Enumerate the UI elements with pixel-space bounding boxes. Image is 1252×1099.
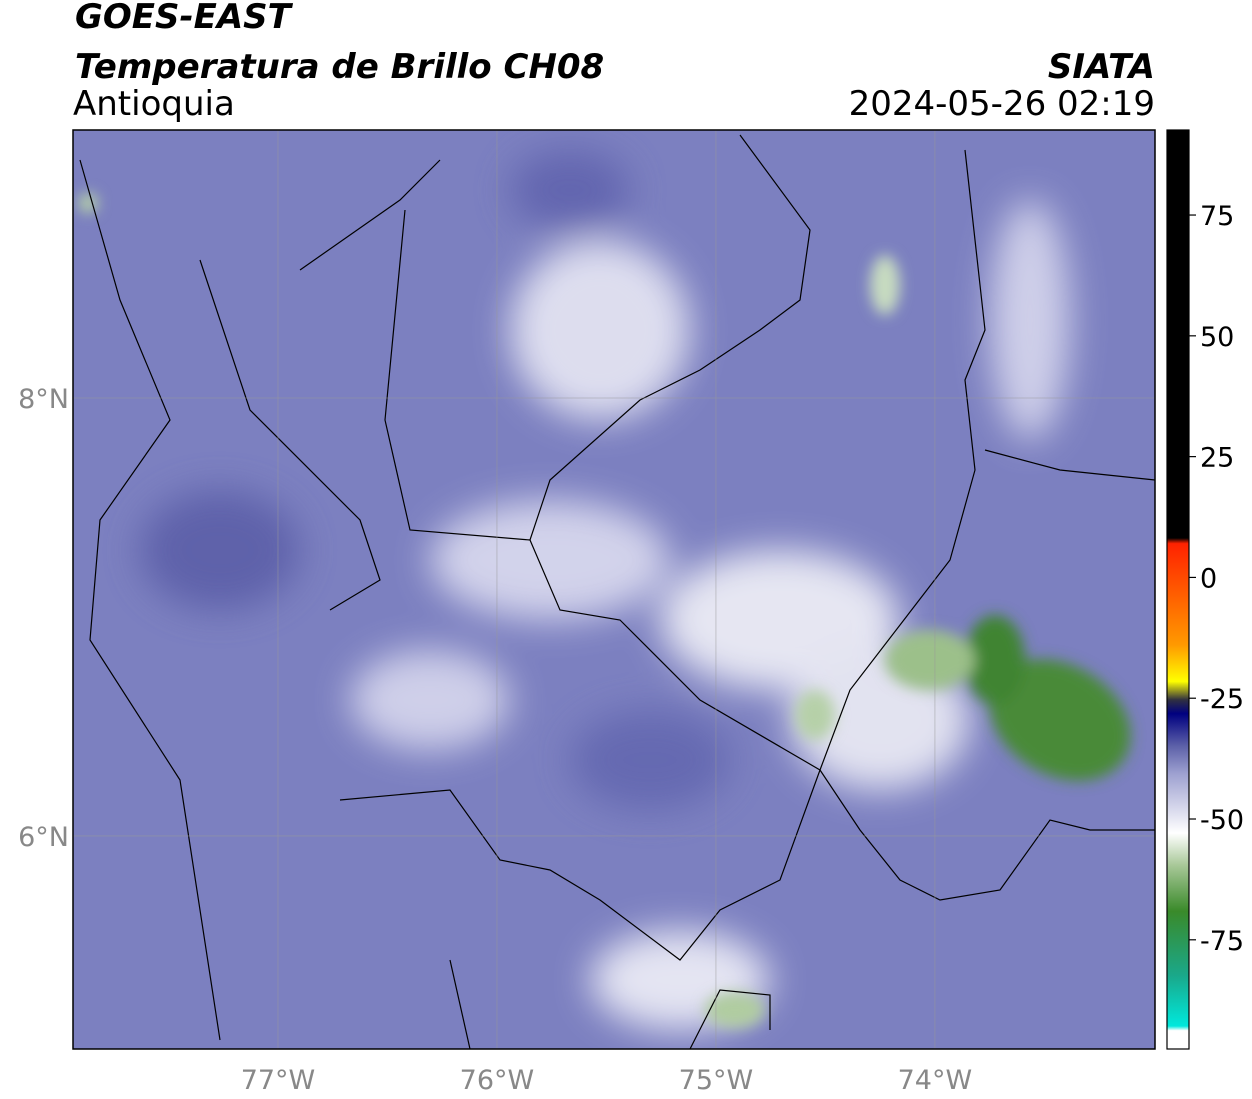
x-tick-label: 77°W bbox=[241, 1065, 316, 1096]
x-tick-label: 76°W bbox=[460, 1065, 535, 1096]
x-tick-label: 74°W bbox=[898, 1065, 973, 1096]
satellite-image bbox=[73, 130, 1155, 1049]
colorbar-tick-label: 0 bbox=[1200, 563, 1217, 594]
y-tick-label: 8°N bbox=[18, 384, 69, 415]
colorbar-tick-label: -50 bbox=[1200, 805, 1244, 836]
colorbar-tick-label: -75 bbox=[1200, 926, 1244, 957]
colorbar bbox=[1166, 129, 1190, 1050]
x-tick-label: 75°W bbox=[679, 1065, 754, 1096]
colorbar-tick-label: -25 bbox=[1200, 684, 1244, 715]
colorbar-tick-label: 75 bbox=[1200, 201, 1234, 232]
title: GOES-EAST bbox=[75, 0, 294, 37]
y-tick-label: 6°N bbox=[18, 822, 69, 853]
colorbar-tick-label: 25 bbox=[1200, 443, 1234, 474]
source: SIATA bbox=[1048, 47, 1155, 87]
colorbar-tick-label: 50 bbox=[1200, 322, 1234, 353]
borders bbox=[79, 134, 1155, 1049]
region: Antioquia bbox=[73, 84, 235, 124]
map-frame bbox=[72, 129, 1156, 1050]
subtitle: Temperatura de Brillo CH08 bbox=[75, 47, 604, 87]
datetime: 2024-05-26 02:19 bbox=[849, 84, 1155, 124]
